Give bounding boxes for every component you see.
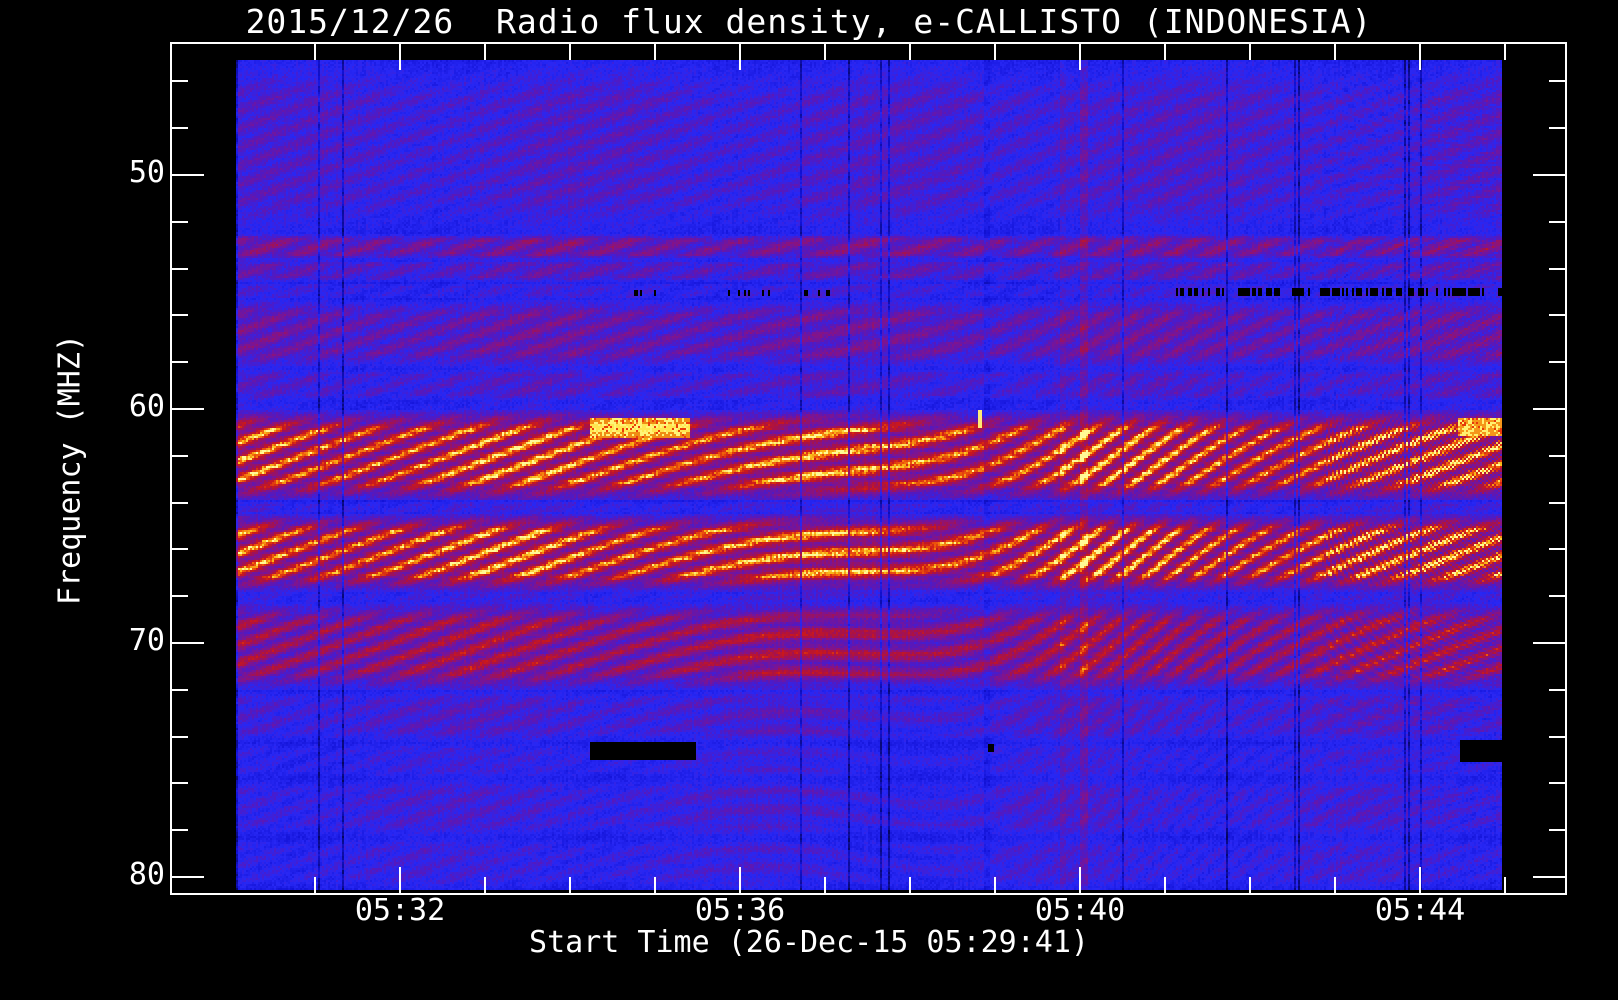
x-tick-top-43 [1334,44,1336,60]
x-tick-top-37 [824,44,826,60]
y-tick-label-80: 80 [128,857,165,892]
x-tick-label-44: 05:44 [1374,893,1466,928]
y-tick-72 [172,688,188,691]
x-tick-top-36 [739,44,741,70]
figure-title: 2015/12/26 Radio flux density, e-CALLIST… [245,2,1373,41]
y-tick-right-60 [1533,408,1565,410]
x-tick-bottom-38 [909,877,911,893]
x-tick-bottom-40 [1079,867,1081,893]
x-tick-bottom-44 [1419,867,1421,893]
y-axis-title: Frequency (MHZ) [52,334,88,605]
x-tick-bottom-39 [994,877,996,893]
x-tick-top-34 [569,44,571,60]
x-tick-top-33 [484,44,486,60]
x-tick-top-38 [909,44,911,60]
y-tick-right-56 [1549,314,1565,317]
x-tick-bottom-34 [569,877,571,893]
x-tick-bottom-45 [1504,877,1506,893]
spectrogram-plot-area [236,60,1502,890]
y-tick-right-52 [1549,220,1565,223]
x-tick-top-32 [399,44,401,70]
x-tick-bottom-33 [484,877,486,893]
y-tick-46 [172,80,188,83]
x-tick-bottom-42 [1249,877,1251,893]
y-tick-label-60: 60 [128,389,165,424]
y-tick-right-68 [1549,595,1565,598]
x-tick-bottom-35 [654,877,656,893]
y-tick-66 [172,548,188,551]
y-tick-right-64 [1549,501,1565,504]
x-tick-top-44 [1419,44,1421,70]
y-tick-48 [172,127,188,130]
x-tick-bottom-37 [824,877,826,893]
y-tick-right-80 [1533,876,1565,878]
x-tick-bottom-36 [739,867,741,893]
spectrogram-image [236,60,1502,890]
y-tick-right-78 [1549,829,1565,832]
y-tick-right-48 [1549,127,1565,130]
y-tick-right-54 [1549,267,1565,270]
x-tick-bottom-32 [399,867,401,893]
y-tick-60 [172,408,204,410]
y-tick-right-70 [1533,642,1565,644]
x-tick-top-41 [1164,44,1166,60]
y-tick-right-62 [1549,454,1565,457]
x-tick-top-40 [1079,44,1081,70]
y-tick-76 [172,782,188,785]
y-tick-74 [172,735,188,738]
x-tick-bottom-41 [1164,877,1166,893]
y-tick-right-66 [1549,548,1565,551]
y-tick-right-76 [1549,782,1565,785]
y-tick-right-46 [1549,80,1565,83]
x-tick-top-31 [314,44,316,60]
y-tick-78 [172,829,188,832]
y-tick-right-58 [1549,361,1565,364]
y-tick-70 [172,642,204,644]
x-tick-top-39 [994,44,996,60]
x-tick-label-36: 05:36 [694,893,786,928]
y-tick-label-50: 50 [128,155,165,190]
y-tick-right-50 [1533,174,1565,176]
axes-frame [170,42,1567,895]
y-tick-56 [172,314,188,317]
x-tick-top-45 [1504,44,1506,60]
x-axis-title: Start Time (26-Dec-15 05:29:41) [529,925,1089,960]
y-tick-right-72 [1549,688,1565,691]
y-tick-52 [172,220,188,223]
x-tick-bottom-31 [314,877,316,893]
y-tick-58 [172,361,188,364]
y-tick-80 [172,876,204,878]
x-tick-top-35 [654,44,656,60]
x-tick-label-40: 05:40 [1034,893,1126,928]
x-tick-bottom-43 [1334,877,1336,893]
y-tick-54 [172,267,188,270]
y-tick-68 [172,595,188,598]
x-tick-top-42 [1249,44,1251,60]
y-tick-50 [172,174,204,176]
y-tick-64 [172,501,188,504]
x-tick-label-32: 05:32 [354,893,446,928]
y-tick-label-70: 70 [128,623,165,658]
y-tick-62 [172,454,188,457]
y-tick-right-74 [1549,735,1565,738]
